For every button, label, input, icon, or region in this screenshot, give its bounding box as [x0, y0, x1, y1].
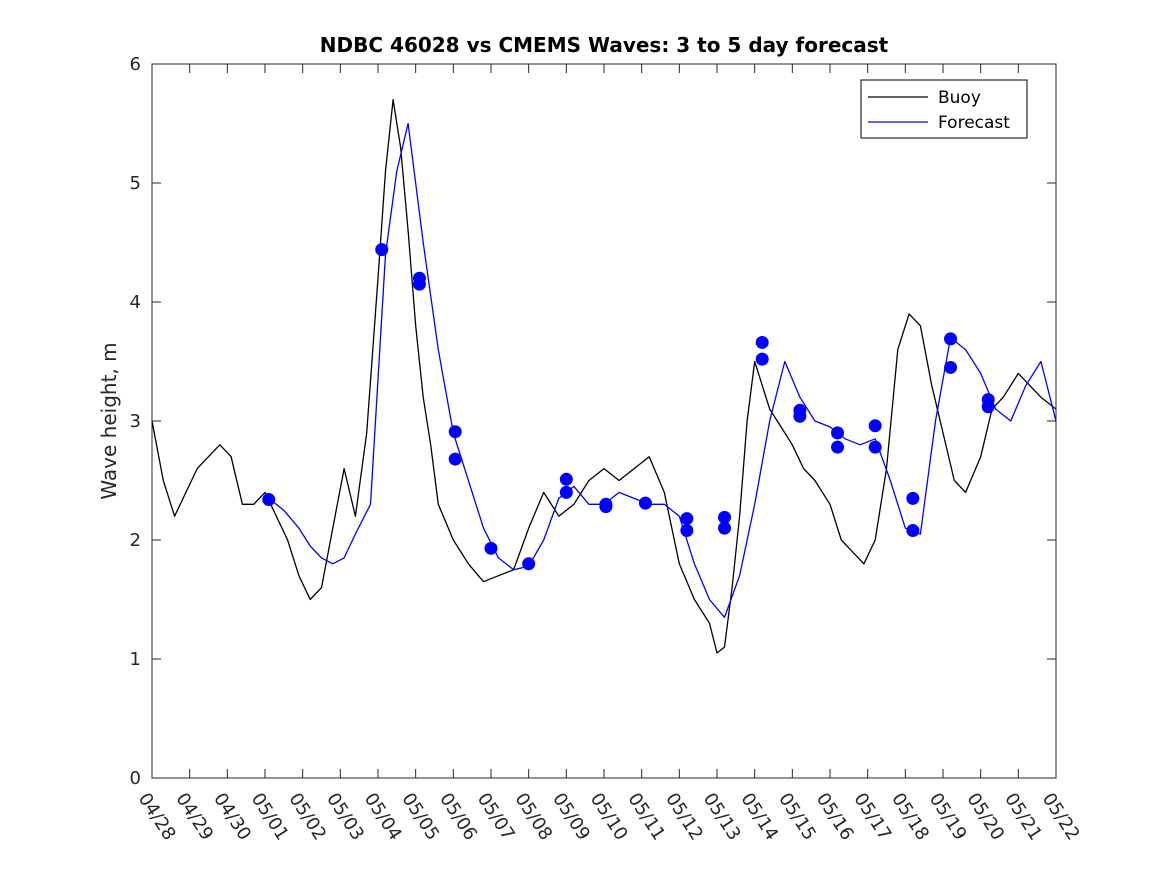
forecast-marker	[599, 500, 613, 514]
forecast-marker	[638, 496, 652, 510]
forecast-marker	[868, 419, 882, 433]
series-line-forecast	[268, 122, 1057, 619]
forecast-marker	[906, 523, 920, 537]
y-tick-label: 0	[130, 768, 141, 789]
y-tick-label: 4	[130, 292, 141, 313]
x-tick-label: 05/17	[849, 789, 895, 844]
x-tick-label: 05/21	[1000, 789, 1046, 844]
forecast-marker	[412, 277, 426, 291]
legend-buoy-label: Buoy	[938, 88, 981, 108]
y-tick-label: 5	[130, 173, 141, 194]
forecast-marker	[831, 426, 845, 440]
x-tick-label: 05/18	[887, 789, 933, 844]
x-tick-label: 05/22	[1038, 789, 1084, 844]
x-tick-label: 05/14	[736, 789, 782, 844]
forecast-marker	[559, 485, 573, 499]
x-tick-label: 05/07	[473, 789, 519, 844]
forecast-marker	[755, 352, 769, 366]
x-tick-label: 05/10	[586, 789, 632, 844]
x-tick-label: 05/02	[284, 789, 330, 844]
plot-area: 012345604/2804/2904/3005/0105/0205/0305/…	[130, 54, 1084, 844]
y-axis-label: Wave height, m	[97, 342, 121, 499]
forecast-marker	[680, 512, 694, 526]
forecast-marker	[718, 510, 732, 524]
legend: Buoy Forecast	[860, 79, 1028, 139]
x-tick-label: 05/04	[360, 789, 406, 844]
x-tick-label: 05/13	[699, 789, 745, 844]
forecast-marker	[944, 360, 958, 374]
x-tick-label: 04/30	[209, 789, 255, 844]
forecast-marker	[448, 425, 462, 439]
forecast-marker	[944, 332, 958, 346]
y-tick-label: 6	[130, 54, 141, 75]
forecast-marker	[868, 440, 882, 454]
forecast-marker	[559, 472, 573, 486]
x-tick-label: 04/29	[171, 789, 217, 844]
forecast-marker	[755, 335, 769, 349]
x-tick-label: 05/15	[774, 789, 820, 844]
chart-title: NDBC 46028 vs CMEMS Waves: 3 to 5 day fo…	[320, 33, 889, 57]
forecast-marker	[718, 521, 732, 535]
forecast-marker	[831, 440, 845, 454]
forecast-marker	[375, 243, 389, 257]
forecast-marker	[484, 541, 498, 555]
forecast-marker	[793, 409, 807, 423]
forecast-marker	[981, 400, 995, 414]
series-line-buoy	[151, 99, 1057, 654]
x-tick-label: 05/20	[962, 789, 1008, 844]
forecast-marker	[906, 491, 920, 505]
legend-box	[860, 79, 1028, 139]
y-tick-label: 3	[130, 411, 141, 432]
x-tick-label: 05/03	[322, 789, 368, 844]
forecast-marker	[522, 557, 536, 571]
x-tick-label: 05/19	[925, 789, 971, 844]
y-tick-label: 1	[130, 649, 141, 670]
x-tick-label: 05/16	[812, 789, 858, 844]
x-tick-label: 05/09	[548, 789, 594, 844]
forecast-marker	[448, 452, 462, 466]
forecast-marker	[262, 493, 276, 507]
forecast-marker	[680, 523, 694, 537]
x-tick-label: 05/06	[435, 789, 481, 844]
y-tick-label: 2	[130, 530, 141, 551]
x-tick-label: 05/08	[510, 789, 556, 844]
axes-box	[151, 63, 1057, 779]
x-tick-label: 05/01	[247, 789, 293, 844]
x-tick-label: 05/11	[623, 789, 669, 844]
x-tick-label: 05/05	[397, 789, 443, 844]
legend-forecast-label: Forecast	[938, 113, 1010, 133]
x-tick-label: 05/12	[661, 789, 707, 844]
x-tick-label: 04/28	[134, 789, 180, 844]
